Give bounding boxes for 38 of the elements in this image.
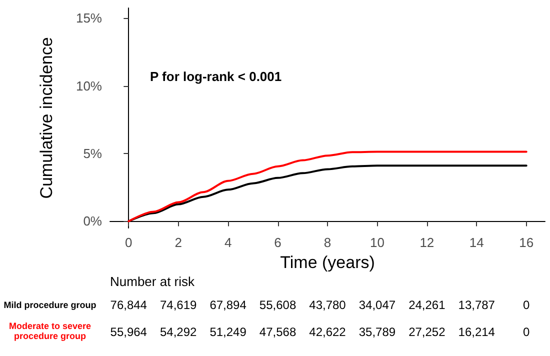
text: 51,249 <box>210 325 246 339</box>
text: Number at risk <box>110 274 195 289</box>
category-label: Moderate to severe procedure group <box>8 321 92 341</box>
x-tick-label: 10 <box>370 235 384 250</box>
x-tick-label: 14 <box>469 235 484 250</box>
text: 76,844 <box>110 298 147 312</box>
x-tick-label: 6 <box>274 235 282 250</box>
text: 43,780 <box>309 298 346 312</box>
text: 74,619 <box>160 298 197 312</box>
line-series <box>128 150 528 222</box>
text: 35,789 <box>358 325 396 339</box>
text: 55,964 <box>110 325 147 339</box>
annotation: P for log-rank < 0.001 <box>150 69 282 84</box>
text: 67,894 <box>210 298 246 312</box>
x-tick-label: 16 <box>519 235 534 250</box>
x-tick-label: 8 <box>324 235 332 250</box>
text: 42,622 <box>309 325 346 339</box>
y-tick-label: 5% <box>83 146 102 162</box>
text: 0 <box>523 325 530 339</box>
text: 0 <box>523 298 530 312</box>
text: 47,568 <box>259 325 296 339</box>
text: 54,292 <box>160 325 197 339</box>
text: 16,214 <box>458 325 495 339</box>
category-label: Mild procedure group <box>4 300 96 310</box>
y-tick-label: 15% <box>76 10 102 26</box>
x-tick-label: 0 <box>125 235 132 250</box>
y-tick-label: 10% <box>76 78 102 94</box>
y-tick-label: 0% <box>83 214 102 229</box>
text: 24,261 <box>408 298 446 312</box>
x-tick-label: 12 <box>420 235 434 250</box>
text: 34,047 <box>358 298 396 312</box>
text: 27,252 <box>408 325 446 339</box>
x-tick-label: 4 <box>224 235 232 250</box>
y-axis-title: Cumulative incidence <box>37 37 56 199</box>
text: 55,608 <box>259 298 296 312</box>
x-tick-label: 2 <box>174 235 182 250</box>
x-axis-title: Time (years) <box>280 253 375 272</box>
text: 13,787 <box>458 298 495 312</box>
